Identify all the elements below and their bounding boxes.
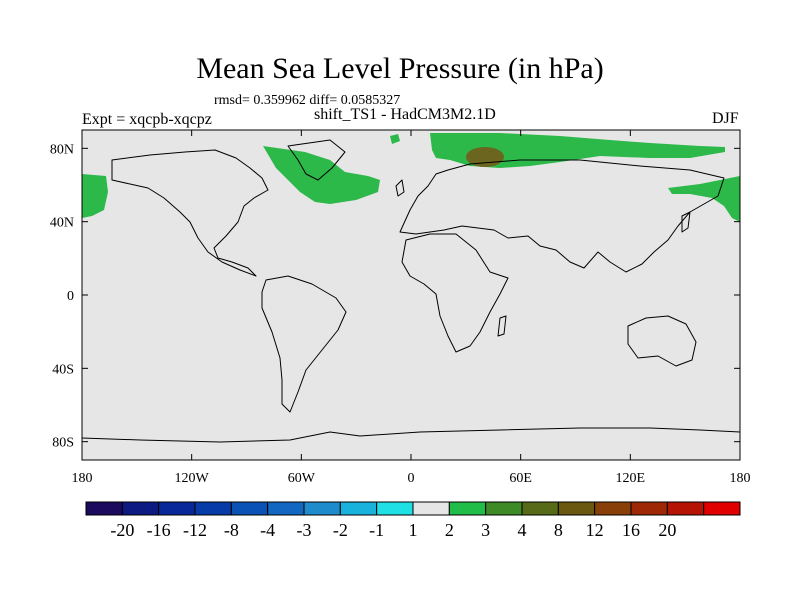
eurasia-coast — [399, 159, 725, 273]
colorbar-swatch — [158, 501, 196, 516]
lon-tick-label: 180 — [730, 471, 751, 486]
colorbar-label: 2 — [445, 520, 454, 540]
colorbar-label: 8 — [554, 520, 563, 540]
greenland-coast — [287, 139, 346, 181]
colorbar-swatch — [121, 501, 160, 516]
map-background — [82, 130, 740, 460]
map-title: Mean Sea Level Pressure (in hPa) — [196, 52, 604, 85]
north-pacific-east-positive — [668, 176, 740, 222]
australia-coast — [627, 315, 697, 367]
run-subtitle: shift_TS1 - HadCM3M2.1D — [314, 106, 496, 123]
colorbar-swatch — [630, 501, 668, 516]
colorbar-label: -12 — [183, 520, 207, 540]
colorbar-swatch — [448, 501, 487, 516]
colorbar-label: -16 — [147, 520, 171, 540]
colorbar-swatch — [303, 501, 341, 516]
colorbar-label: -1 — [369, 520, 384, 540]
colorbar-swatch — [703, 501, 741, 516]
colorbar-swatch — [339, 501, 378, 516]
greenland-sea-patch — [390, 134, 400, 144]
axis-ticks: 80N 40N 0 40S 80S 180 120W 60W 0 60E 120E 180 — [50, 130, 751, 486]
season-label: DJF — [712, 110, 739, 127]
colorbar-label: 1 — [409, 520, 418, 540]
south-america-coast — [261, 275, 347, 413]
north-pacific-west-positive — [82, 174, 108, 218]
north-atlantic-positive — [263, 146, 380, 204]
british-isles-coast — [395, 179, 405, 197]
rmsd-diff-stats: rmsd= 0.359962 diff= 0.0585327 — [214, 93, 401, 108]
colorbar-swatch — [666, 501, 705, 516]
colorbar-label: 12 — [586, 520, 604, 540]
coastlines — [81, 139, 741, 443]
lat-tick-label: 80N — [50, 142, 74, 157]
lat-tick-label: 40S — [52, 362, 74, 377]
colorbar-label: -4 — [260, 520, 275, 540]
north-america-coast — [111, 149, 269, 277]
colorbar-label: 20 — [658, 520, 676, 540]
madagascar-coast — [497, 315, 507, 337]
anomaly-shading — [82, 133, 740, 222]
lat-tick-label: 40N — [50, 216, 74, 231]
lon-tick-label: 60W — [288, 471, 316, 486]
africa-coast — [401, 233, 509, 353]
colorbar: -20 -16 -12 -8 -4 -3 -2 -1 1 2 3 4 8 12 16 20 — [85, 501, 741, 540]
arctic-eurasia-positive — [430, 133, 725, 168]
lat-tick-label: 0 — [67, 289, 74, 304]
colorbar-swatch — [412, 501, 450, 516]
colorbar-swatch — [230, 501, 269, 516]
colorbar-swatch — [194, 501, 232, 516]
colorbar-swatch — [267, 501, 305, 516]
japan-coast — [681, 211, 691, 233]
lon-tick-label: 120W — [175, 471, 210, 486]
colorbar-label: -20 — [110, 520, 134, 540]
colorbar-swatch — [521, 501, 559, 516]
lat-tick-label: 80S — [52, 436, 74, 451]
colorbar-label: 4 — [518, 520, 527, 540]
lon-tick-label: 60E — [509, 471, 532, 486]
lon-tick-label: 120E — [616, 471, 646, 486]
lon-tick-label: 0 — [408, 471, 415, 486]
colorbar-label: 16 — [622, 520, 640, 540]
colorbar-swatch — [557, 501, 596, 516]
antarctica-coast — [81, 427, 741, 443]
colorbar-swatch — [594, 501, 632, 516]
colorbar-label: 3 — [481, 520, 490, 540]
colorbar-swatch — [485, 501, 523, 516]
colorbar-swatch — [376, 501, 414, 516]
lon-tick-label: 180 — [72, 471, 93, 486]
colorbar-label: -3 — [297, 520, 312, 540]
colorbar-label: -8 — [224, 520, 239, 540]
experiment-label: Expt = xqcpb-xqcpz — [82, 111, 212, 128]
colorbar-label: -2 — [333, 520, 348, 540]
colorbar-swatch — [85, 501, 123, 516]
